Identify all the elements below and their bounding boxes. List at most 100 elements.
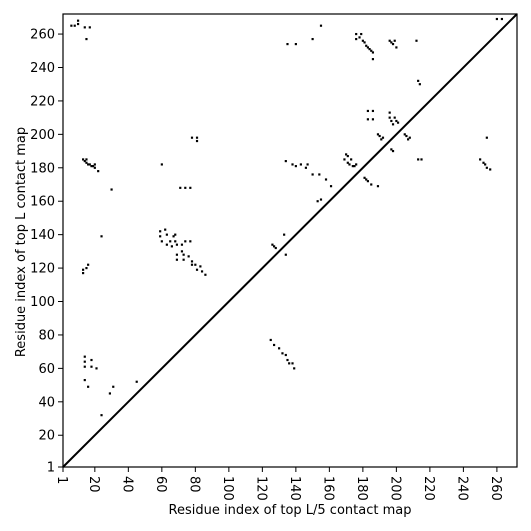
contact-point [420, 158, 423, 161]
contact-point [363, 176, 366, 179]
y-tick-label: 140 [30, 228, 55, 243]
y-tick-label: 40 [38, 395, 55, 410]
contact-point [159, 230, 162, 233]
y-tick-label: 160 [30, 195, 55, 210]
contact-point [365, 178, 368, 181]
contact-point [269, 338, 272, 342]
contact-point [204, 273, 207, 276]
contact-point [83, 355, 86, 358]
y-axis-label: Residue index of top L contact map [14, 127, 29, 357]
y-tick-label: 60 [38, 362, 55, 377]
y-tick-label: 120 [30, 262, 55, 277]
x-tick-label: 140 [287, 476, 302, 501]
contact-point [170, 245, 173, 248]
contact-point [165, 243, 168, 246]
contact-point [371, 51, 375, 54]
contact-point [408, 136, 411, 139]
contact-point [348, 163, 351, 166]
contact-point [366, 109, 369, 113]
contact-point [293, 367, 296, 370]
contact-point [278, 347, 281, 350]
contact-point [368, 48, 371, 51]
x-tick-label: 160 [320, 476, 335, 501]
contact-point [108, 392, 111, 395]
contact-point [306, 163, 309, 166]
contact-point [393, 116, 396, 119]
contact-point [299, 163, 302, 166]
contact-point [361, 39, 364, 42]
x-axis-label: Residue index of top L/5 contact map [169, 503, 412, 518]
contact-point [370, 183, 373, 186]
contact-point [87, 263, 90, 266]
contact-point [319, 24, 323, 27]
contact-point [160, 163, 163, 166]
contact-point [97, 170, 100, 173]
contact-point [355, 32, 358, 36]
contact-point [135, 380, 138, 383]
contact-point [284, 253, 287, 256]
contact-point [482, 161, 485, 164]
contact-point [85, 158, 88, 161]
contact-point [371, 118, 375, 121]
contact-point [324, 178, 328, 181]
contact-point [485, 166, 488, 169]
contact-point [195, 268, 199, 271]
contact-point [180, 250, 184, 253]
contact-point [169, 240, 172, 243]
y-tick-label: 200 [30, 128, 55, 143]
contact-point [381, 136, 385, 139]
contact-point [388, 111, 391, 114]
contact-point [495, 17, 498, 21]
contact-point [395, 46, 398, 49]
contact-point [160, 240, 163, 243]
contact-point [88, 163, 91, 166]
contact-point [380, 138, 383, 141]
contact-point [175, 253, 179, 256]
contact-point [110, 188, 113, 191]
contact-point [360, 32, 363, 36]
x-tick-label: 240 [454, 476, 469, 501]
x-tick-label: 120 [253, 476, 268, 501]
contact-point [283, 233, 286, 236]
contact-point [358, 36, 361, 39]
contact-point [199, 265, 202, 268]
y-tick-label: 20 [38, 429, 55, 444]
contact-point [93, 163, 96, 166]
contact-point [365, 44, 368, 47]
x-axis: 1 20 40 60 80 100 120 140 160 180 200 220 240 260 [54, 467, 503, 501]
contact-point [370, 49, 373, 52]
contact-point [87, 163, 90, 166]
contact-point [174, 233, 177, 236]
x-tick-label: 180 [354, 476, 369, 501]
contact-point [329, 185, 333, 188]
contact-point [90, 358, 93, 362]
contact-point [311, 173, 314, 176]
contact-point [318, 173, 321, 176]
contact-point [351, 165, 354, 168]
contact-point [195, 136, 199, 139]
contact-point [390, 148, 393, 151]
contact-point [366, 46, 369, 49]
contact-point [83, 378, 86, 382]
contact-point [350, 158, 353, 161]
contact-point [189, 186, 192, 189]
contact-point [291, 163, 294, 166]
contact-point [485, 136, 488, 139]
contact-point [489, 168, 492, 171]
contact-point [479, 158, 482, 161]
x-tick-label: 80 [186, 476, 201, 493]
contact-point [390, 119, 393, 123]
contact-point [92, 165, 95, 168]
contact-point [371, 109, 375, 113]
contact-point [355, 163, 358, 166]
plot-area [70, 17, 504, 417]
contact-point [87, 385, 90, 388]
contact-point [82, 272, 85, 275]
contact-point [182, 258, 185, 261]
contact-point [418, 83, 421, 86]
contact-point [174, 240, 177, 243]
contact-point [390, 41, 393, 44]
contact-point [395, 119, 398, 123]
contact-point [286, 358, 289, 362]
contact-point [311, 37, 314, 41]
